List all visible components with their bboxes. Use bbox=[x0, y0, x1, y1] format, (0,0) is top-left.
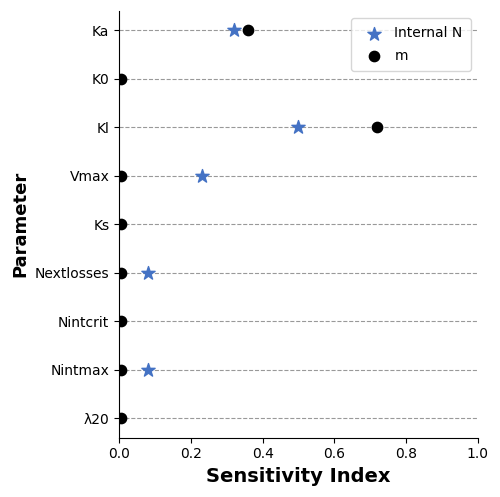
Point bbox=[198, 172, 205, 180]
Point bbox=[117, 220, 125, 228]
Legend: Internal N, m: Internal N, m bbox=[352, 18, 471, 71]
Y-axis label: Parameter: Parameter bbox=[11, 171, 29, 277]
Point bbox=[374, 123, 382, 131]
Point bbox=[117, 414, 125, 422]
Point bbox=[144, 269, 152, 277]
Point bbox=[294, 123, 302, 131]
Point bbox=[117, 172, 125, 180]
Point bbox=[117, 269, 125, 277]
X-axis label: Sensitivity Index: Sensitivity Index bbox=[206, 467, 390, 486]
Point bbox=[117, 75, 125, 83]
Point bbox=[244, 26, 252, 34]
Point bbox=[144, 366, 152, 374]
Point bbox=[230, 26, 238, 34]
Point bbox=[117, 366, 125, 374]
Point bbox=[117, 317, 125, 325]
